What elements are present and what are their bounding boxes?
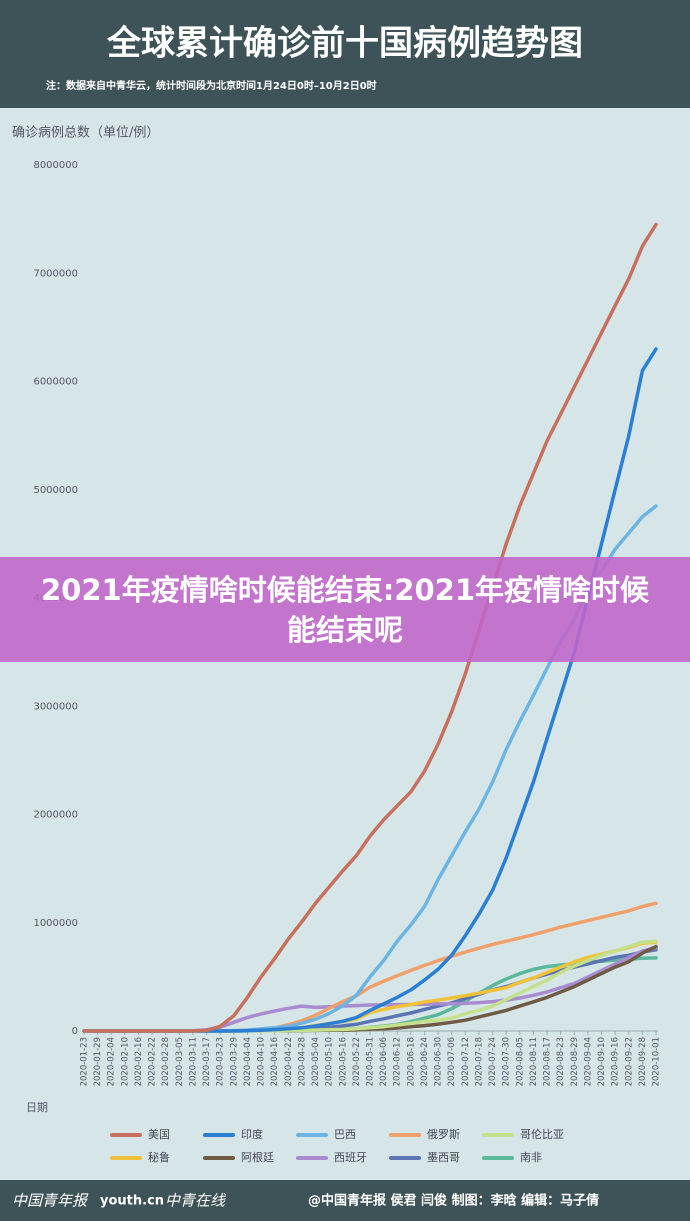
- legend-label: 南非: [520, 1151, 542, 1164]
- x-tick-label: 2020-02-22: [148, 1037, 158, 1086]
- footer-logo: youth.cn: [100, 1194, 164, 1209]
- footer-band: [0, 1180, 690, 1221]
- x-tick-label: 2020-09-16: [611, 1037, 621, 1086]
- x-tick-label: 2020-05-16: [338, 1037, 348, 1086]
- x-tick-label: 2020-02-16: [134, 1037, 144, 1086]
- x-tick-label: 2020-09-22: [624, 1037, 634, 1086]
- legend-label: 印度: [241, 1127, 263, 1141]
- y-axis-label: 确诊病例总数（单位/例）: [12, 126, 159, 141]
- x-tick-label: 2020-03-23: [216, 1037, 226, 1086]
- x-tick-label: 2020-06-18: [406, 1037, 416, 1086]
- y-tick-label: 6000000: [33, 377, 78, 388]
- note: 注：数据来自中青华云，统计时间段为北京时间1月24日0时–10月2日0时: [46, 79, 377, 92]
- x-tick-label: 2020-08-17: [543, 1037, 553, 1086]
- x-tick-label: 2020-10-01: [652, 1037, 662, 1086]
- legend-label: 阿根廷: [241, 1150, 274, 1164]
- x-tick-label: 2020-04-28: [297, 1037, 307, 1086]
- x-tick-label: 2020-04-22: [284, 1037, 294, 1086]
- x-tick-label: 2020-08-05: [515, 1037, 525, 1086]
- legend-label: 美国: [148, 1128, 170, 1141]
- x-axis-label: 日期: [26, 1101, 48, 1114]
- x-tick-label: 2020-02-04: [107, 1037, 117, 1086]
- x-tick-label: 2020-03-17: [202, 1037, 212, 1086]
- header-band: [0, 0, 690, 108]
- x-tick-label: 2020-08-29: [570, 1037, 580, 1086]
- title: 全球累计确诊前十国病例趋势图: [106, 24, 583, 64]
- legend-label: 墨西哥: [427, 1151, 460, 1164]
- x-tick-label: 2020-07-06: [447, 1037, 457, 1086]
- x-tick-label: 2020-06-30: [434, 1037, 444, 1086]
- legend-label: 巴西: [334, 1128, 356, 1141]
- legend-label: 俄罗斯: [427, 1128, 460, 1141]
- x-tick-label: 2020-04-04: [243, 1037, 253, 1086]
- x-tick-label: 2020-07-18: [474, 1037, 484, 1086]
- x-tick-label: 2020-02-28: [161, 1037, 171, 1086]
- y-tick-label: 0: [72, 1026, 78, 1037]
- y-tick-label: 5000000: [33, 485, 78, 496]
- x-tick-label: 2020-09-28: [638, 1037, 648, 1086]
- x-tick-label: 2020-08-23: [556, 1037, 566, 1086]
- x-tick-label: 2020-05-31: [366, 1037, 376, 1086]
- x-tick-label: 2020-06-12: [393, 1037, 403, 1086]
- x-tick-label: 2020-03-29: [229, 1037, 239, 1086]
- legend-label: 西班牙: [334, 1151, 367, 1164]
- footer-credit: @中国青年报 侯君 闫俊 制图：李晗 编辑：马子倩: [308, 1193, 599, 1209]
- x-tick-label: 2020-06-24: [420, 1037, 430, 1086]
- x-tick-label: 2020-08-11: [529, 1037, 539, 1086]
- y-tick-label: 3000000: [33, 701, 78, 712]
- x-tick-label: 2020-04-16: [270, 1037, 280, 1086]
- y-tick-label: 8000000: [33, 160, 78, 171]
- x-tick-label: 2020-07-30: [502, 1037, 512, 1086]
- x-tick-label: 2020-09-10: [597, 1037, 607, 1086]
- legend-label: 秘鲁: [148, 1150, 170, 1164]
- x-tick-label: 2020-04-10: [257, 1037, 267, 1086]
- x-tick-label: 2020-03-05: [175, 1037, 185, 1086]
- footer-logo: 中青在线: [165, 1192, 227, 1210]
- x-tick-label: 2020-07-12: [461, 1037, 471, 1086]
- x-tick-label: 2020-01-23: [80, 1037, 90, 1086]
- x-tick-label: 2020-05-22: [352, 1037, 362, 1086]
- legend-label: 哥伦比亚: [520, 1127, 564, 1141]
- footer-logo: 中国青年报: [12, 1192, 89, 1210]
- x-tick-label: 2020-05-04: [311, 1037, 321, 1086]
- y-tick-label: 1000000: [33, 918, 78, 929]
- y-tick-label: 7000000: [33, 268, 78, 279]
- banner: 2021年疫情啥时候能结束:2021年疫情啥时候能结束呢: [0, 557, 690, 662]
- x-tick-label: 2020-03-11: [188, 1037, 198, 1086]
- y-tick-label: 2000000: [33, 810, 78, 821]
- x-tick-label: 2020-05-10: [325, 1037, 335, 1086]
- x-tick-label: 2020-09-04: [583, 1037, 593, 1086]
- x-tick-label: 2020-07-24: [488, 1037, 498, 1086]
- x-tick-label: 2020-01-29: [93, 1037, 103, 1086]
- x-tick-label: 2020-06-06: [379, 1037, 389, 1086]
- x-tick-label: 2020-02-10: [120, 1037, 130, 1086]
- series-line: [82, 222, 658, 1033]
